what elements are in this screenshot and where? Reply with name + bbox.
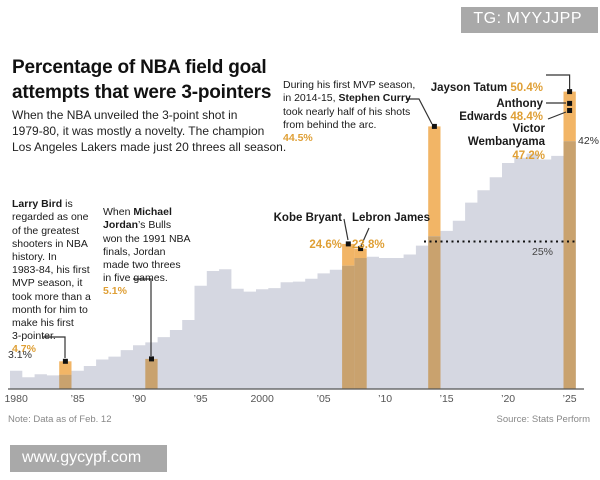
value-edwards: 48.4%	[510, 111, 543, 123]
highlight-bar-overlap	[145, 358, 158, 389]
annotation-lebron-james: Lebron James 23.8%	[352, 198, 432, 266]
footnote: Note: Data as of Feb. 12	[8, 414, 112, 425]
annotation-stephen-curry: During his first MVP season, in 2014-15,…	[283, 66, 438, 158]
annotation-anthony-edwards: Anthony Edwards 48.4%	[459, 84, 543, 125]
annotation-michael-jordan: When Michael Jordan’s Bulls won the 1991…	[103, 193, 213, 312]
highlight-bar-overlap	[563, 141, 576, 389]
watermark-telegram: TG: MYYJJPP	[461, 7, 598, 33]
player-name-wembanyama: Victor Wembanyama	[467, 122, 545, 149]
annotation-victor-wembanyama: Victor Wembanyama 47.2%	[468, 109, 545, 163]
annotation-connector-line	[546, 74, 571, 89]
annotation-pre-curry: During his first MVP season, in 2014-15,	[283, 79, 416, 105]
player-name-edwards: Anthony Edwards	[459, 97, 543, 124]
player-value-marker	[567, 108, 573, 113]
value-tatum: 50.4%	[510, 81, 543, 94]
annotation-kobe-bryant: Kobe Bryant 24.6%	[262, 198, 342, 266]
reference-line-label: 25%	[532, 246, 554, 258]
highlight-bar-bright	[428, 126, 441, 237]
highlight-bar-overlap	[342, 265, 355, 389]
player-value-marker	[431, 123, 437, 129]
watermark-website: www.gycypf.com	[10, 445, 168, 472]
annotation-connector-line	[343, 218, 349, 241]
highlight-bar-bright	[59, 361, 72, 375]
player-name-kobe: Kobe Bryant	[273, 211, 342, 224]
annotation-text-bird: is regarded as one of the greatest shoot…	[12, 198, 91, 343]
player-value-marker	[567, 100, 573, 106]
player-value-marker	[345, 241, 351, 247]
first-value-label: 3.1%	[8, 349, 32, 361]
annotation-larry-bird: Larry Bird is regarded as one of the gre…	[12, 185, 114, 370]
annotation-connector-line	[133, 278, 152, 356]
annotation-connector-line	[360, 227, 370, 247]
player-value-marker	[358, 246, 364, 252]
last-value-label: 42%	[578, 135, 600, 147]
highlight-bar-bright	[342, 243, 355, 266]
value-jordan: 5.1%	[103, 285, 127, 298]
value-curry: 44.5%	[283, 132, 313, 145]
annotation-connector-line	[43, 336, 66, 358]
player-name-tatum: Jayson Tatum	[430, 81, 511, 94]
highlight-bar-bright	[354, 248, 367, 258]
player-name-bird: Larry Bird	[12, 198, 63, 211]
annotation-connector-line	[547, 111, 567, 120]
value-lebron: 23.8%	[352, 238, 385, 251]
annotation-connector-line	[406, 98, 433, 125]
highlight-bar-bright	[563, 91, 576, 142]
player-name-jordan: Michael Jordan	[103, 206, 172, 232]
value-bird: 4.7%	[12, 343, 36, 356]
value-kobe: 24.6%	[309, 238, 342, 251]
annotation-text-curry: took nearly half of his shots from behin…	[283, 105, 411, 131]
player-name-lebron: Lebron James	[352, 211, 430, 224]
annotation-pre-jordan: When	[103, 206, 134, 219]
highlight-bar-overlap	[354, 258, 367, 389]
player-name-curry: Stephen Curry	[338, 92, 411, 105]
player-value-marker	[149, 356, 154, 362]
annotation-jayson-tatum: Jayson Tatum 50.4%	[431, 68, 543, 95]
highlight-bar-overlap	[59, 374, 72, 389]
player-value-marker	[567, 89, 573, 95]
chart-subtitle: When the NBA unveiled the 3-point shot i…	[12, 108, 287, 154]
annotation-text-jordan: ’s Bulls won the 1991 NBA finals, Jordan…	[103, 219, 191, 285]
chart-title: Percentage of NBA field goal attempts th…	[12, 56, 272, 103]
player-value-marker	[62, 358, 68, 364]
value-wembanyama: 47.2%	[512, 149, 545, 162]
highlight-bar-overlap	[428, 236, 441, 389]
source-credit: Source: Stats Perform	[496, 414, 590, 425]
